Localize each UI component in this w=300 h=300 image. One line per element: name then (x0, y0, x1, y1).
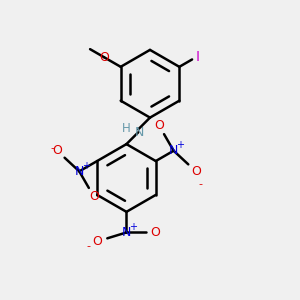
Text: O: O (191, 165, 201, 178)
Text: -: - (51, 143, 55, 153)
Text: -: - (87, 242, 91, 252)
Text: H: H (122, 122, 131, 135)
Text: N: N (169, 144, 178, 157)
Text: +: + (82, 161, 90, 171)
Text: N: N (135, 126, 144, 139)
Text: O: O (93, 235, 103, 248)
Text: N: N (122, 226, 131, 239)
Text: O: O (89, 190, 99, 203)
Text: N: N (75, 165, 84, 178)
Text: +: + (129, 222, 137, 232)
Text: O: O (52, 144, 62, 157)
Text: -: - (198, 179, 202, 189)
Text: O: O (150, 226, 160, 239)
Text: O: O (154, 119, 164, 132)
Text: O: O (99, 51, 109, 64)
Text: I: I (195, 50, 199, 64)
Text: +: + (176, 140, 184, 150)
